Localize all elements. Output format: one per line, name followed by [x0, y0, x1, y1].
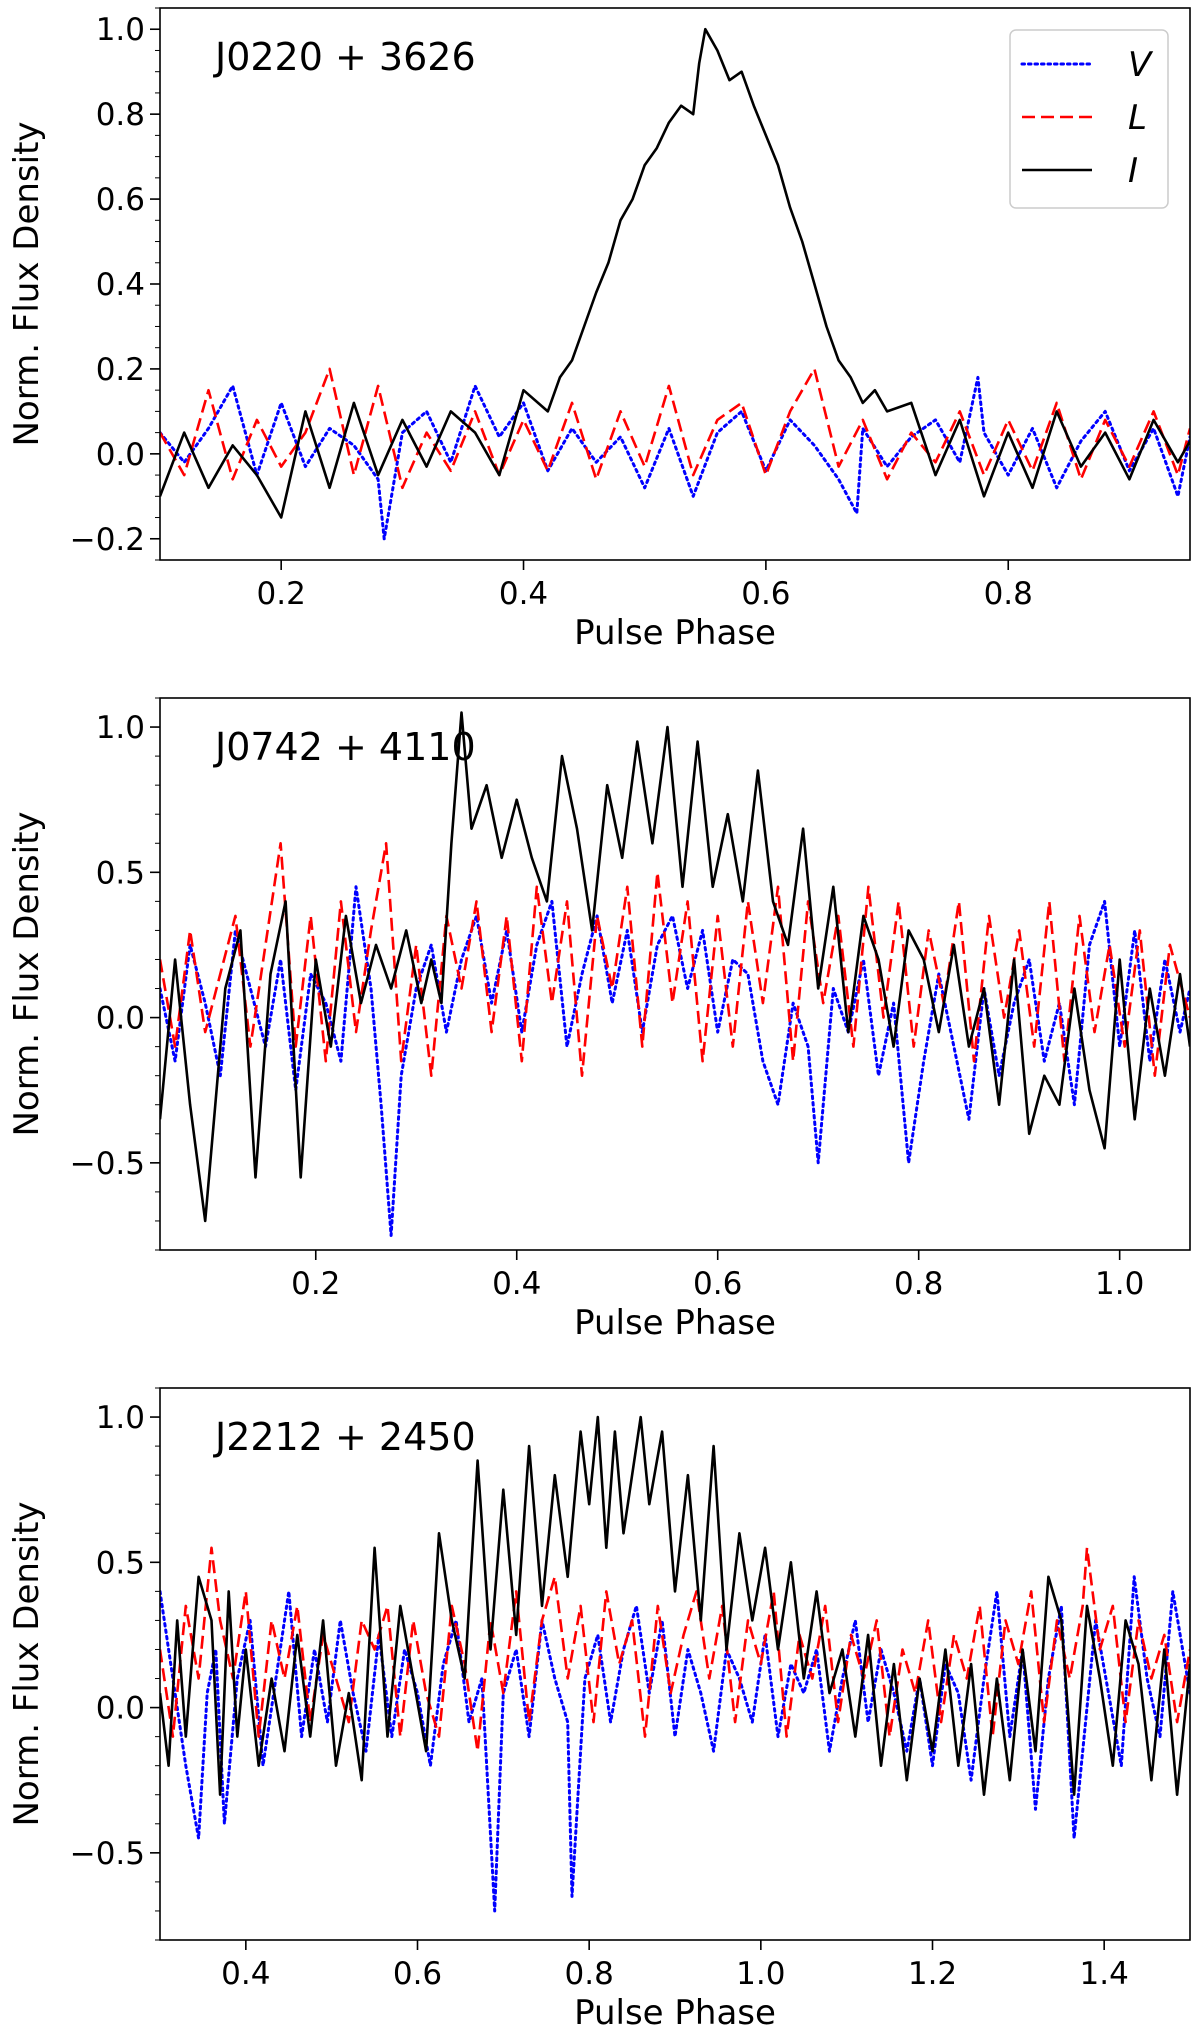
x-axis-label: Pulse Phase	[574, 1993, 776, 2031]
axes-frame	[159, 697, 1191, 1251]
y-axis-label: Norm. Flux Density	[7, 811, 47, 1136]
y-tick-label: 1.0	[96, 710, 145, 746]
legend-box	[1009, 29, 1169, 209]
y-tick-label: 1.0	[96, 1400, 145, 1436]
x-tick-label: 0.4	[499, 576, 548, 612]
pulsar-name-annotation: J0220 + 3626	[213, 35, 476, 79]
x-tick-label: 0.6	[393, 1956, 442, 1992]
series-line-V	[160, 1575, 1190, 1913]
chart-panel-3: −0.5 0.0 0.5 1.0 0.4 0.6 0.8 1.0 1.2 1.4 Pulse Pha…	[7, 1387, 1191, 2031]
x-tick-label: 1.4	[1080, 1956, 1129, 1992]
y-tick-label: −0.5	[70, 1836, 145, 1872]
x-tick-label: 0.8	[565, 1956, 614, 1992]
series-line-I	[160, 27, 1190, 519]
series-group	[160, 27, 1190, 541]
legend: VLI	[1009, 29, 1169, 209]
series-line-L	[160, 1546, 1190, 1753]
series-line-V	[160, 375, 1190, 541]
x-axis-label: Pulse Phase	[574, 1303, 776, 1343]
y-axis-label: Norm. Flux Density	[7, 121, 47, 446]
y-tick-label: 0.5	[96, 1545, 145, 1581]
x-tick-label: 1.0	[1095, 1266, 1144, 1302]
x-tick-label: 0.6	[693, 1266, 742, 1302]
series-line-L	[160, 367, 1190, 490]
y-tick-label: 0.5	[96, 855, 145, 891]
y-tick-label: 1.0	[96, 12, 145, 48]
x-tick-label: 0.4	[492, 1266, 541, 1302]
x-tick-label: 0.8	[984, 576, 1033, 612]
x-tick-label: 0.8	[894, 1266, 943, 1302]
legend-label-V: V	[1128, 45, 1154, 85]
x-tick-label: 1.0	[736, 1956, 785, 1992]
y-tick-label: −0.5	[70, 1146, 145, 1182]
series-line-I	[160, 711, 1190, 1223]
y-tick-label: 0.0	[96, 437, 145, 473]
chart-panel-2: −0.5 0.0 0.5 1.0 0.2 0.4 0.6 0.8 1.0 Pulse Phase N…	[7, 697, 1191, 1343]
axes-frame	[159, 1387, 1191, 1941]
y-tick-label: 0.4	[96, 267, 145, 303]
y-tick-label: 0.6	[96, 182, 145, 218]
x-tick-label: 0.2	[257, 576, 306, 612]
y-tick-label: 0.0	[96, 1691, 145, 1727]
y-tick-label: −0.2	[70, 522, 145, 558]
x-tick-label: 1.2	[908, 1956, 957, 1992]
y-tick-label: 0.0	[96, 1001, 145, 1037]
x-tick-label: 0.2	[291, 1266, 340, 1302]
y-tick-label: 0.8	[96, 97, 145, 133]
x-axis-label: Pulse Phase	[574, 613, 776, 653]
series-group	[160, 1415, 1190, 1913]
legend-label-L: L	[1128, 98, 1147, 138]
x-tick-label: 0.4	[221, 1956, 270, 1992]
y-axis-label: Norm. Flux Density	[7, 1501, 47, 1826]
series-line-V	[160, 885, 1190, 1237]
series-line-I	[160, 1415, 1190, 1796]
series-group	[160, 711, 1190, 1237]
legend-label-I: I	[1128, 151, 1138, 191]
pulsar-name-annotation: J0742 + 4110	[213, 725, 476, 769]
y-tick-label: 0.2	[96, 352, 145, 388]
chart-panel-1: −0.2 0.0 0.2 0.4 0.6 0.8 1.0 0.2 0.4 0.6 0.8 Pulse …	[7, 7, 1191, 653]
pulsar-name-annotation: J2212 + 2450	[213, 1415, 476, 1459]
x-tick-label: 0.6	[741, 576, 790, 612]
